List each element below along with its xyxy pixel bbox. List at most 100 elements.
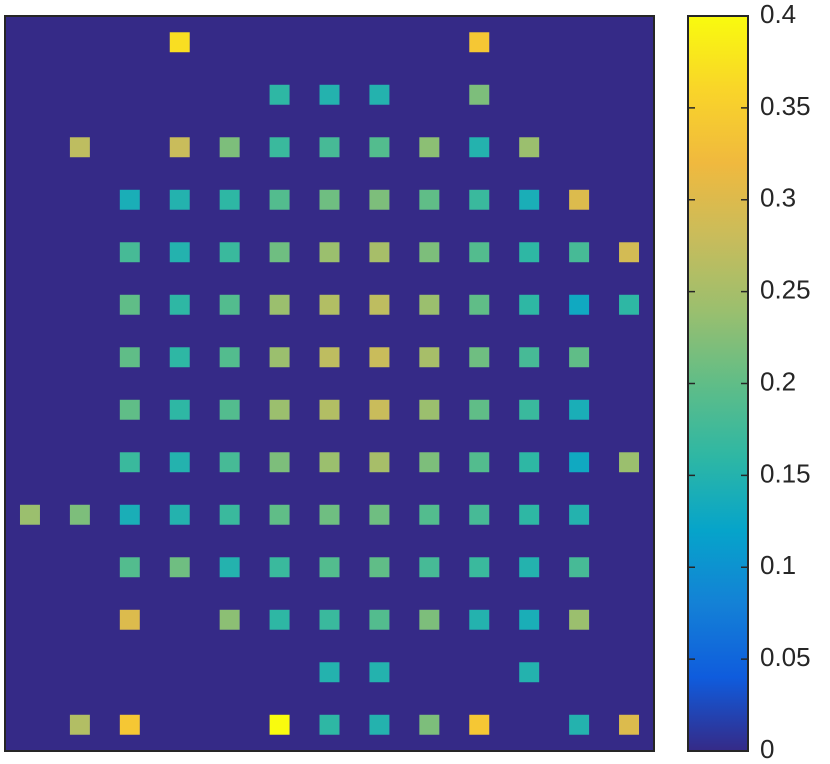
heatmap-cell-r7-c10 <box>519 399 540 420</box>
heatmap-cell-r13-c9 <box>469 714 490 735</box>
heatmap-cell-r9-c11 <box>569 504 590 525</box>
heatmap-cell-r11-c2 <box>119 609 140 630</box>
heatmap-cell-r2-c8 <box>419 137 440 158</box>
heatmap-cell-r8-c3 <box>169 452 190 473</box>
heatmap-cell-r2-c7 <box>369 137 390 158</box>
heatmap-cell-r7-c9 <box>469 399 490 420</box>
heatmap-cell-r5-c10 <box>519 294 540 315</box>
heatmap-cell-r9-c10 <box>519 504 540 525</box>
heatmap-cell-r5-c2 <box>119 294 140 315</box>
heatmap-cells <box>19 32 640 735</box>
heatmap-cell-r10-c9 <box>469 557 490 578</box>
heatmap-cell-r6-c7 <box>369 347 390 368</box>
heatmap-cell-r9-c8 <box>419 504 440 525</box>
heatmap-cell-r10-c6 <box>319 557 340 578</box>
heatmap-cell-r12-c10 <box>519 662 540 683</box>
colorbar-tick-label-8: 0.4 <box>760 0 796 29</box>
heatmap-cell-r9-c2 <box>119 504 140 525</box>
heatmap-cell-r6-c5 <box>269 347 290 368</box>
heatmap-cell-r1-c7 <box>369 84 390 105</box>
heatmap-cell-r4-c12 <box>619 242 640 263</box>
heatmap-cell-r0-c9 <box>469 32 490 53</box>
heatmap-cell-r2-c6 <box>319 137 340 158</box>
heatmap-cell-r8-c6 <box>319 452 340 473</box>
heatmap-cell-r10-c3 <box>169 557 190 578</box>
heatmap-cell-r5-c9 <box>469 294 490 315</box>
heatmap-cell-r5-c8 <box>419 294 440 315</box>
heatmap-cell-r7-c2 <box>119 399 140 420</box>
heatmap-cell-r2-c10 <box>519 137 540 158</box>
heatmap-cell-r4-c10 <box>519 242 540 263</box>
heatmap-cell-r1-c9 <box>469 84 490 105</box>
heatmap-cell-r7-c3 <box>169 399 190 420</box>
heatmap-cell-r7-c11 <box>569 399 590 420</box>
heatmap-cell-r10-c2 <box>119 557 140 578</box>
heatmap-cell-r7-c6 <box>319 399 340 420</box>
heatmap-cell-r9-c4 <box>219 504 240 525</box>
heatmap-cell-r10-c10 <box>519 557 540 578</box>
heatmap-cell-r9-c9 <box>469 504 490 525</box>
heatmap-cell-r10-c5 <box>269 557 290 578</box>
heatmap-cell-r5-c11 <box>569 294 590 315</box>
heatmap-cell-r5-c12 <box>619 294 640 315</box>
heatmap-cell-r8-c5 <box>269 452 290 473</box>
colorbar-ticks <box>688 15 748 752</box>
colorbar-tick-label-7: 0.35 <box>760 91 811 121</box>
heatmap-cell-r4-c7 <box>369 242 390 263</box>
heatmap-cell-r9-c1 <box>69 504 90 525</box>
heatmap-cell-r5-c3 <box>169 294 190 315</box>
heatmap-cell-r8-c9 <box>469 452 490 473</box>
heatmap-cell-r8-c2 <box>119 452 140 473</box>
heatmap-cell-r8-c12 <box>619 452 640 473</box>
heatmap-cell-r4-c11 <box>569 242 590 263</box>
heatmap-cell-r6-c3 <box>169 347 190 368</box>
heatmap-cell-r2-c3 <box>169 137 190 158</box>
colorbar-tick-label-0: 0 <box>760 734 774 764</box>
heatmap-cell-r3-c7 <box>369 189 390 210</box>
heatmap-cell-r12-c7 <box>369 662 390 683</box>
colorbar-tick-labels: 0 0.05 0.1 0.15 0.2 0.25 0.3 0.35 0.4 <box>760 0 811 764</box>
heatmap-cell-r8-c7 <box>369 452 390 473</box>
heatmap-cell-r5-c6 <box>319 294 340 315</box>
heatmap-cell-r9-c5 <box>269 504 290 525</box>
heatmap-cell-r11-c6 <box>319 609 340 630</box>
heatmap-cell-r9-c3 <box>169 504 190 525</box>
heatmap-cell-r2-c5 <box>269 137 290 158</box>
heatmap-cell-r13-c1 <box>69 714 90 735</box>
heatmap-cell-r11-c7 <box>369 609 390 630</box>
heatmap-cell-r13-c12 <box>619 714 640 735</box>
heatmap-cell-r3-c6 <box>319 189 340 210</box>
heatmap-cell-r2-c1 <box>69 137 90 158</box>
heatmap-cell-r4-c3 <box>169 242 190 263</box>
heatmap-cell-r10-c7 <box>369 557 390 578</box>
colorbar-tick-label-5: 0.25 <box>760 275 811 305</box>
heatmap-cell-r11-c11 <box>569 609 590 630</box>
heatmap-cell-r0-c3 <box>169 32 190 53</box>
heatmap-cell-r5-c7 <box>369 294 390 315</box>
heatmap-cell-r5-c4 <box>219 294 240 315</box>
heatmap-cell-r9-c7 <box>369 504 390 525</box>
heatmap-cell-r11-c4 <box>219 609 240 630</box>
heatmap-cell-r5-c5 <box>269 294 290 315</box>
heatmap-cell-r3-c2 <box>119 189 140 210</box>
heatmap-cell-r10-c4 <box>219 557 240 578</box>
heatmap-cell-r6-c6 <box>319 347 340 368</box>
heatmap-cell-r10-c11 <box>569 557 590 578</box>
heatmap-cell-r12-c6 <box>319 662 340 683</box>
heatmap-cell-r13-c8 <box>419 714 440 735</box>
heatmap-cell-r11-c5 <box>269 609 290 630</box>
heatmap-cell-r7-c4 <box>219 399 240 420</box>
heatmap-cell-r8-c10 <box>519 452 540 473</box>
heatmap-cell-r13-c11 <box>569 714 590 735</box>
heatmap-cell-r8-c11 <box>569 452 590 473</box>
colorbar-tick-label-1: 0.05 <box>760 642 811 672</box>
heatmap-cell-r6-c9 <box>469 347 490 368</box>
heatmap-cell-r7-c7 <box>369 399 390 420</box>
plot-background <box>5 16 654 751</box>
heatmap-cell-r3-c10 <box>519 189 540 210</box>
heatmap-cell-r2-c4 <box>219 137 240 158</box>
heatmap-cell-r13-c7 <box>369 714 390 735</box>
heatmap-cell-r13-c2 <box>119 714 140 735</box>
heatmap-cell-r9-c6 <box>319 504 340 525</box>
heatmap-cell-r3-c3 <box>169 189 190 210</box>
